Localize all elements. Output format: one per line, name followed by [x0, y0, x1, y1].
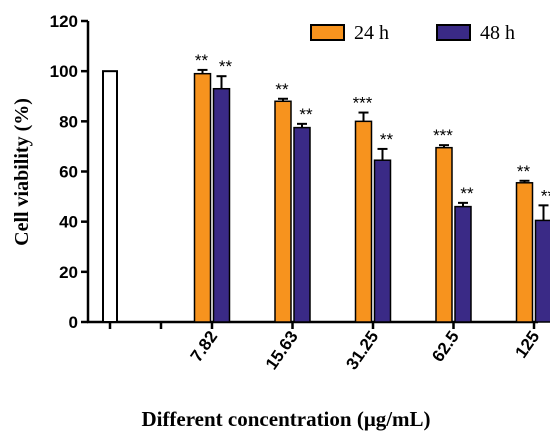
- x-tick-label: 125: [511, 327, 543, 361]
- x-tick-label: 7.82: [187, 327, 222, 365]
- y-tick-label: 120: [50, 12, 78, 31]
- y-tick-label: 80: [59, 112, 78, 131]
- legend-label: 48 h: [480, 22, 515, 44]
- significance-label: ***: [433, 126, 453, 145]
- x-axis-label: Different concentration (μg/mL): [141, 407, 430, 431]
- x-tick-label: 31.25: [342, 327, 382, 373]
- legend-swatch: [436, 24, 471, 41]
- bar-24h-7.82: [193, 72, 212, 323]
- y-tick-label: 0: [69, 313, 78, 332]
- bar-24h-15.63: [274, 100, 292, 323]
- significance-label: **: [275, 80, 289, 99]
- significance-label: **: [517, 162, 531, 181]
- significance-label: **: [460, 184, 474, 203]
- legend-label: 24 h: [354, 22, 389, 44]
- y-tick-label: 20: [59, 263, 78, 282]
- significance-label: **: [219, 57, 233, 76]
- legend-swatch: [310, 24, 345, 41]
- y-tick-label: 100: [50, 62, 78, 81]
- bar-48h-7.82: [212, 87, 231, 323]
- significance-label: ***: [353, 94, 373, 113]
- x-tick-label: 15.63: [262, 327, 302, 373]
- bar-48h-31.25: [373, 159, 392, 323]
- bar-control: [102, 70, 118, 323]
- y-tick-label: 40: [59, 213, 78, 232]
- bar-48h-125: [534, 219, 550, 323]
- bar-48h-62.5: [454, 205, 472, 323]
- bar-24h-125: [515, 182, 534, 323]
- y-tick-label: 60: [59, 163, 78, 182]
- legend: 24 h 48 h: [310, 22, 515, 44]
- significance-label: **: [380, 130, 394, 149]
- bar-24h-62.5: [435, 146, 453, 323]
- significance-label: **: [299, 105, 313, 124]
- significance-label: **: [541, 186, 550, 205]
- significance-label: **: [195, 51, 209, 70]
- bar-48h-15.63: [293, 126, 311, 323]
- bar-24h-31.25: [354, 120, 373, 323]
- y-axis-label: Cell viability (%): [11, 98, 33, 246]
- x-tick-label: 62.5: [428, 327, 463, 365]
